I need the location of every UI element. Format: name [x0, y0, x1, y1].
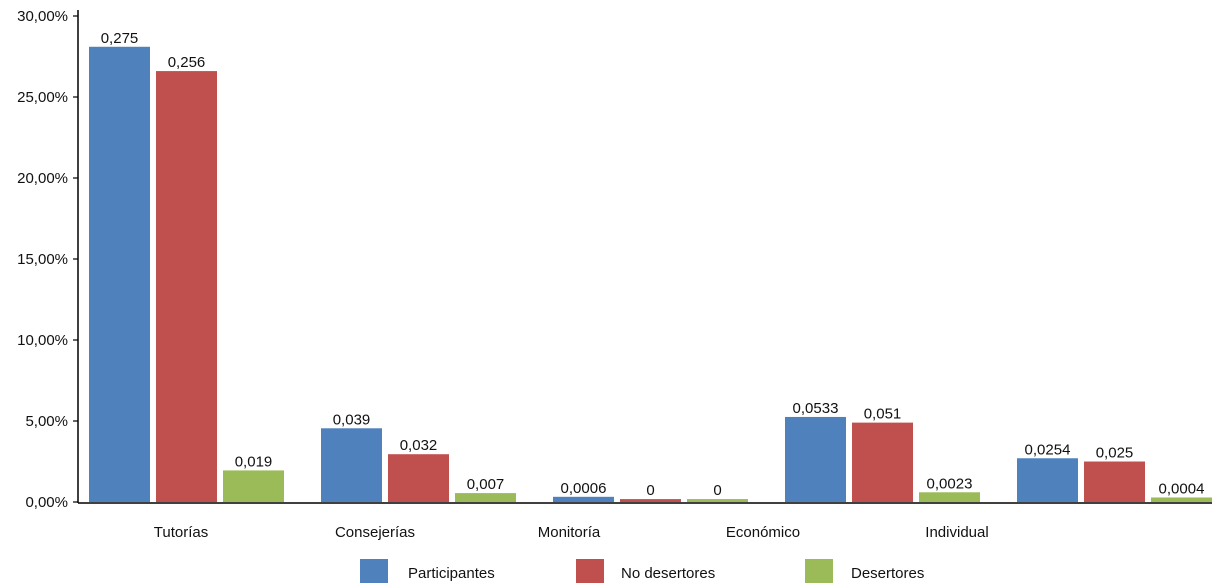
- bar-participantes: [553, 496, 614, 502]
- x-category-label: Económico: [726, 524, 800, 541]
- legend-label: Participantes: [408, 565, 495, 582]
- legend-swatch: [576, 559, 604, 583]
- bar-participantes: [1017, 458, 1078, 502]
- data-label: 0,0004: [1159, 480, 1205, 497]
- y-axis: 0,00% 5,00% 10,00% 15,00% 20,00% 25,00% 30,00%: [17, 8, 79, 511]
- y-tick-label: 15,00%: [17, 251, 68, 268]
- data-label: 0,007: [467, 476, 505, 493]
- bar-no-desertores: [620, 499, 681, 502]
- y-tick-label: 0,00%: [25, 494, 68, 511]
- bar-desertores: [687, 499, 748, 502]
- bar-desertores: [1151, 497, 1212, 502]
- bar-participantes: [785, 416, 846, 502]
- bars: 0,275 0,256 0,019 0,039 0,032 0,007 0,0006 0 0 0,…: [89, 30, 1212, 502]
- legend-label: No desertores: [621, 565, 715, 582]
- bar-no-desertores: [388, 454, 449, 502]
- legend-swatch: [360, 559, 388, 583]
- y-tick-label: 25,00%: [17, 89, 68, 106]
- data-label: 0,256: [168, 54, 206, 71]
- data-label: 0,0533: [793, 400, 839, 417]
- bar-desertores: [223, 470, 284, 502]
- legend-label: Desertores: [851, 565, 924, 582]
- data-label: 0,032: [400, 437, 438, 454]
- data-label: 0,275: [101, 30, 139, 47]
- bar-no-desertores: [156, 71, 217, 502]
- data-label: 0,0006: [561, 480, 607, 497]
- data-label: 0,039: [333, 411, 371, 428]
- data-label: 0,025: [1096, 445, 1134, 462]
- data-label: 0,0254: [1025, 441, 1071, 458]
- data-label: 0,019: [235, 453, 273, 470]
- y-tick-label: 5,00%: [25, 413, 68, 430]
- x-category-label: Monitoría: [538, 524, 601, 541]
- bar-participantes: [89, 46, 150, 502]
- bar-desertores: [455, 493, 516, 502]
- bar-no-desertores: [852, 422, 913, 502]
- y-tick-label: 10,00%: [17, 332, 68, 349]
- data-label: 0,0023: [927, 475, 973, 492]
- bar-participantes: [321, 428, 382, 502]
- x-category-label: Individual: [925, 524, 988, 541]
- bar-no-desertores: [1084, 461, 1145, 502]
- legend: Participantes No desertores Desertores: [360, 559, 924, 583]
- y-tick-label: 30,00%: [17, 8, 68, 25]
- data-label: 0,051: [864, 406, 902, 423]
- data-label: 0: [713, 482, 721, 499]
- x-axis: Tutorías Consejerías Monitoría Económico Ind…: [78, 502, 1212, 541]
- data-label: 0: [646, 482, 654, 499]
- x-category-label: Consejerías: [335, 524, 415, 541]
- y-tick-label: 20,00%: [17, 170, 68, 187]
- legend-swatch: [805, 559, 833, 583]
- x-category-label: Tutorías: [154, 524, 208, 541]
- bar-desertores: [919, 492, 980, 502]
